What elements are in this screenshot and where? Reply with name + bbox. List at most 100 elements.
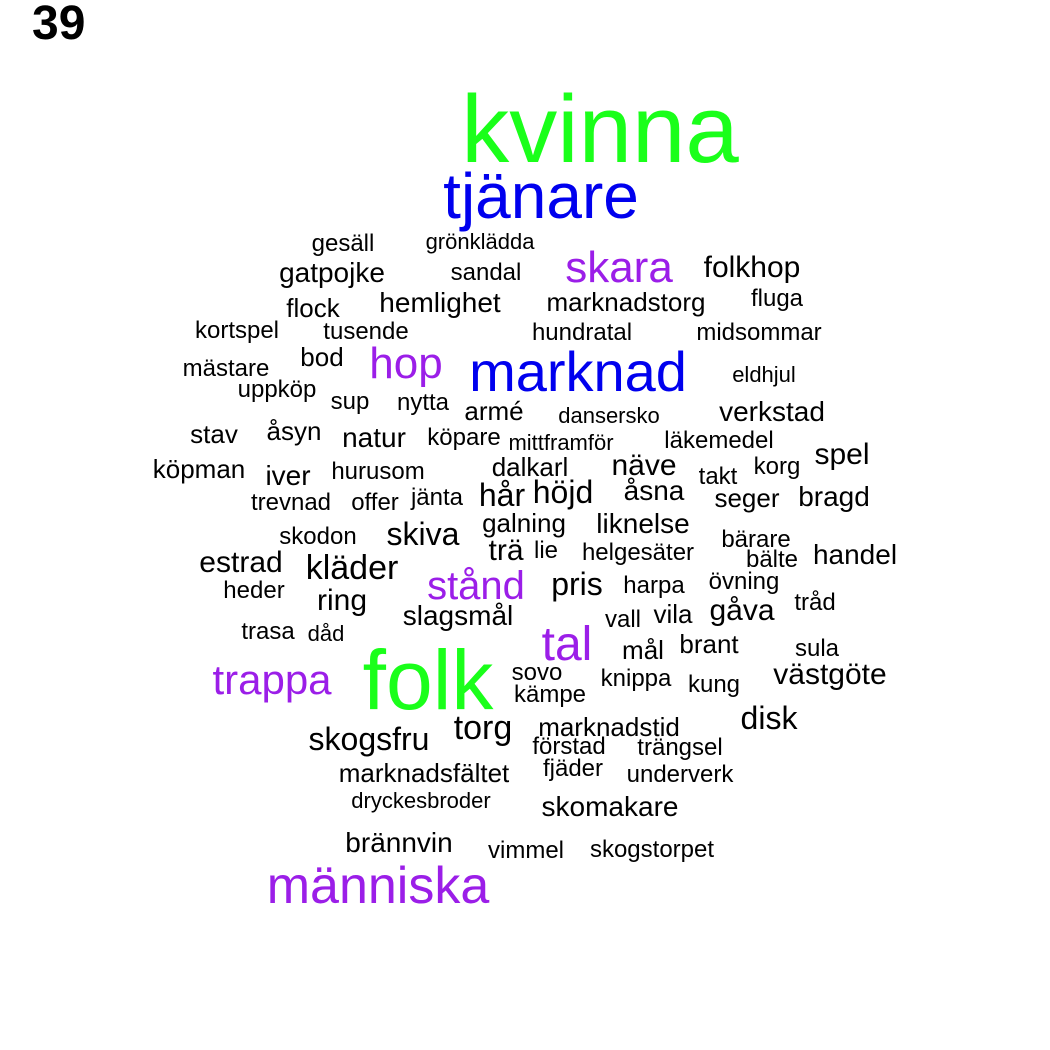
word-hundratal: hundratal	[531, 319, 633, 346]
word-skiva: skiva	[386, 516, 460, 552]
word-kvinna: kvinna	[461, 76, 739, 183]
word-kampe: kämpe	[513, 681, 587, 708]
word-dad: dåd	[307, 621, 345, 646]
word-kopman: köpman	[152, 454, 246, 484]
word-bragd: bragd	[798, 481, 870, 512]
word-tra: trä	[488, 534, 524, 567]
word-midsommar: midsommar	[696, 319, 822, 346]
word-vall: vall	[604, 606, 642, 633]
word-tjanare: tjänare	[443, 160, 639, 232]
word-helgesater: helgesäter	[581, 539, 695, 566]
word-skomakare: skomakare	[541, 791, 679, 822]
word-vila: vila	[653, 599, 693, 629]
word-hemlighet: hemlighet	[379, 287, 501, 318]
word-gronkladda: grönklädda	[425, 229, 535, 254]
word-trangsel: trängsel	[637, 734, 723, 761]
word-bod: bod	[300, 342, 344, 372]
word-brannvin: brännvin	[345, 827, 453, 858]
word-marknadsfaltet: marknadsfältet	[338, 758, 510, 788]
word-galning: galning	[482, 508, 566, 538]
word-eldhjul: eldhjul	[732, 362, 796, 387]
word-heder: heder	[223, 577, 285, 604]
word-estrad: estrad	[199, 546, 283, 579]
word-vimmel: vimmel	[488, 837, 564, 864]
word-mastare: mästare	[182, 355, 270, 382]
word-nytta: nytta	[396, 389, 450, 416]
word-dansersko: dansersko	[558, 403, 660, 428]
word-forstad: förstad	[532, 733, 606, 760]
word-dalkarl: dalkarl	[491, 452, 569, 482]
word-hop: hop	[369, 339, 443, 388]
word-lakemedel: läkemedel	[664, 427, 774, 454]
word-uppkop: uppköp	[237, 376, 317, 403]
word-trasa: trasa	[241, 618, 295, 645]
word-skara: skara	[565, 243, 673, 292]
word-arm-: armé	[464, 396, 524, 426]
word-korg: korg	[753, 453, 801, 480]
word-asna: åsna	[623, 475, 685, 506]
word-trappa: trappa	[212, 656, 332, 703]
word-gesall: gesäll	[311, 230, 375, 257]
word-vastgote: västgöte	[773, 658, 887, 691]
word-disk: disk	[740, 700, 798, 736]
word-sup: sup	[330, 388, 370, 415]
word-lie: lie	[533, 537, 559, 564]
word-folkhop: folkhop	[703, 251, 801, 284]
word-dryckesbroder: dryckesbroder	[351, 788, 491, 813]
word-sovo: sovo	[511, 659, 563, 686]
word-stand: stånd	[427, 564, 525, 608]
word-handel: handel	[812, 539, 898, 570]
word-har: hår	[478, 477, 526, 513]
word-fluga: fluga	[750, 285, 804, 312]
word-tusende: tusende	[323, 318, 409, 345]
word-balte: bälte	[745, 546, 799, 573]
word-flock: flock	[286, 293, 340, 323]
word-slagsmal: slagsmål	[402, 600, 514, 631]
word-skogstorpet: skogstorpet	[589, 836, 715, 863]
word-hurusom: hurusom	[331, 458, 425, 485]
word-pris: pris	[551, 566, 603, 602]
word-trad: tråd	[794, 589, 836, 616]
word-barare: bärare	[721, 526, 791, 553]
word-gatpojke: gatpojke	[279, 257, 385, 288]
word-marknadstid: marknadstid	[538, 712, 680, 742]
page-number: 39	[32, 0, 86, 50]
word-seger: seger	[714, 483, 780, 513]
word-marknadstorg: marknadstorg	[546, 287, 706, 317]
word-mittframfor: mittframför	[508, 430, 614, 455]
word-sula: sula	[794, 635, 840, 662]
word-trevnad: trevnad	[250, 489, 332, 516]
word-harpa: harpa	[623, 572, 685, 599]
word-takt: takt	[698, 463, 738, 490]
word-klader: kläder	[305, 549, 399, 587]
word-hojd: höjd	[532, 474, 594, 510]
word-tal: tal	[541, 618, 593, 671]
word-verkstad: verkstad	[719, 396, 825, 427]
word-janta: jänta	[410, 484, 464, 511]
word-nave: näve	[611, 449, 677, 482]
word-fjader: fjäder	[542, 755, 604, 782]
word-kung: kung	[687, 671, 741, 698]
word-knippa: knippa	[600, 665, 672, 692]
word-gava: gåva	[709, 594, 775, 627]
word-iver: iver	[265, 460, 311, 491]
word-folk: folk	[362, 633, 494, 727]
word-marknad: marknad	[469, 340, 687, 403]
word-skogsfru: skogsfru	[308, 721, 430, 757]
word-stav: stav	[190, 419, 238, 449]
word-natur: natur	[342, 422, 406, 453]
word-ovning: övning	[708, 568, 780, 595]
word-spel: spel	[814, 438, 870, 471]
word-kortspel: kortspel	[194, 317, 280, 344]
word-brant: brant	[679, 629, 739, 659]
word-manniska: människa	[266, 857, 490, 915]
word-torg: torg	[453, 709, 513, 747]
word-skodon: skodon	[279, 523, 357, 550]
word-liknelse: liknelse	[596, 508, 690, 539]
word-mal: mål	[622, 635, 664, 665]
word-underverk: underverk	[626, 761, 734, 788]
word-sandal: sandal	[450, 259, 522, 286]
word-offer: offer	[351, 489, 399, 516]
word-ring: ring	[316, 584, 368, 617]
